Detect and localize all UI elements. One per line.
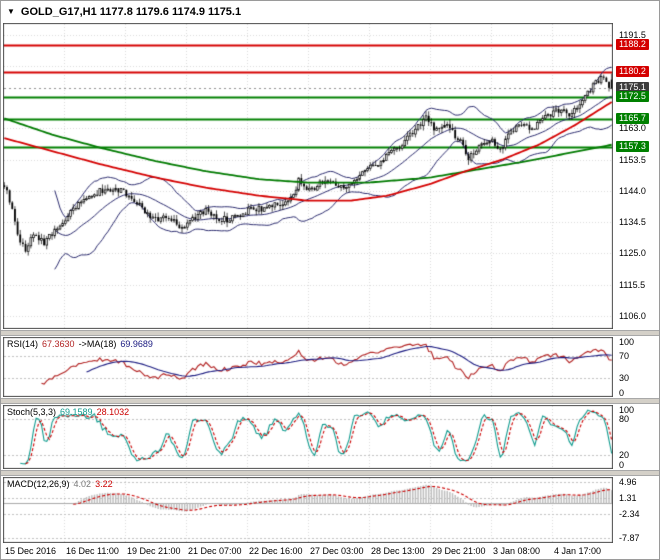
time-label: 28 Dec 13:00 (371, 546, 425, 556)
macd-value: 4.02 (73, 479, 92, 489)
resistance-level-tag: 1188.2 (616, 39, 649, 51)
time-label: 16 Dec 11:00 (66, 546, 119, 556)
axis-tick-label: 1144.0 (619, 185, 646, 196)
rsi-indicator-label: RSI(14) 67.3630 ->MA(18) 69.9689 (7, 339, 157, 349)
stoch-canvas[interactable] (3, 405, 613, 469)
axis-tick-label: 100 (619, 405, 635, 415)
axis-tick-label: 1163.0 (619, 123, 646, 134)
stoch-axis[interactable]: 100 80 20 0 (616, 405, 659, 470)
axis-tick-label: 1115.5 (619, 279, 646, 290)
price-axis[interactable]: 1191.5 1163.0 1153.5 1144.0 1134.5 1125.0 1115… (616, 23, 659, 329)
macd-axis[interactable]: 4.96 1.31 -2.34 -7.87 (616, 477, 659, 544)
axis-tick-label: 4.96 (619, 477, 637, 487)
macd-canvas[interactable] (3, 477, 613, 543)
time-label: 29 Dec 21:00 (432, 546, 486, 556)
symbol-dropdown-icon[interactable]: ▼ (7, 7, 15, 16)
time-label: 27 Dec 03:00 (310, 546, 364, 556)
time-label: 4 Jan 17:00 (554, 546, 602, 556)
axis-tick-label: 1106.0 (619, 310, 646, 321)
axis-tick-label: 1134.5 (619, 217, 646, 228)
axis-tick-label: 1153.5 (619, 154, 646, 165)
time-label: 21 Dec 07:00 (188, 546, 242, 556)
rsi-name: RSI(14) (7, 339, 39, 349)
stoch-indicator-label: Stoch(5,3,3) 69.1589 28.1032 (7, 407, 133, 417)
axis-tick-label: 30 (619, 373, 630, 384)
support-level-tag: 1172.5 (616, 91, 649, 103)
time-axis[interactable]: 15 Dec 2016 16 Dec 11:00 19 Dec 21:00 21 De… (1, 545, 659, 559)
support-level-tag: 1157.3 (616, 141, 649, 153)
time-label: 3 Jan 08:00 (493, 546, 541, 556)
stoch-d-value: 28.1032 (96, 407, 130, 417)
time-label: 22 Dec 16:00 (249, 546, 303, 556)
rsi-ma-name: ->MA(18) (78, 339, 117, 349)
symbol-ohlc-text: GOLD_G17,H1 1177.8 1179.6 1174.9 1175.1 (20, 5, 242, 18)
chart-title-bar: ▼ GOLD_G17,H1 1177.8 1179.6 1174.9 1175.… (7, 4, 241, 19)
resistance-level-tag: 1180.2 (616, 65, 649, 77)
rsi-axis[interactable]: 100 70 30 0 (616, 337, 659, 398)
macd-indicator-label: MACD(12,26,9) 4.02 3.22 (7, 479, 117, 489)
current-price-tag: 1175.1 (616, 82, 649, 94)
support-level-tag: 1165.7 (616, 113, 649, 125)
stoch-k-value: 69.1589 (60, 407, 93, 417)
axis-tick-label: 100 (619, 337, 635, 347)
axis-tick-label: -7.87 (619, 533, 640, 544)
axis-tick-label: 1125.0 (619, 248, 646, 259)
axis-tick-label: -2.34 (619, 508, 640, 519)
time-label: 15 Dec 2016 (5, 546, 57, 556)
macd-name: MACD(12,26,9) (7, 479, 70, 489)
panel-separator[interactable] (1, 398, 659, 404)
axis-tick-label: 80 (619, 414, 630, 425)
stoch-name: Stoch(5,3,3) (7, 407, 57, 417)
rsi-ma-value: 69.9689 (120, 339, 153, 349)
time-label: 19 Dec 21:00 (127, 546, 181, 556)
rsi-canvas[interactable] (3, 337, 613, 397)
rsi-value: 67.3630 (42, 339, 75, 349)
axis-tick-label: 1191.5 (619, 29, 646, 40)
axis-tick-label: 70 (619, 350, 630, 361)
macd-signal-value: 3.22 (95, 479, 113, 489)
axis-tick-label: 0 (619, 460, 625, 470)
panel-separator[interactable] (1, 330, 659, 336)
axis-tick-label: 20 (619, 449, 630, 460)
axis-tick-label: 0 (619, 388, 625, 398)
axis-tick-label: 1.31 (619, 492, 637, 503)
panel-separator[interactable] (1, 470, 659, 476)
main-chart-canvas[interactable] (3, 23, 613, 329)
